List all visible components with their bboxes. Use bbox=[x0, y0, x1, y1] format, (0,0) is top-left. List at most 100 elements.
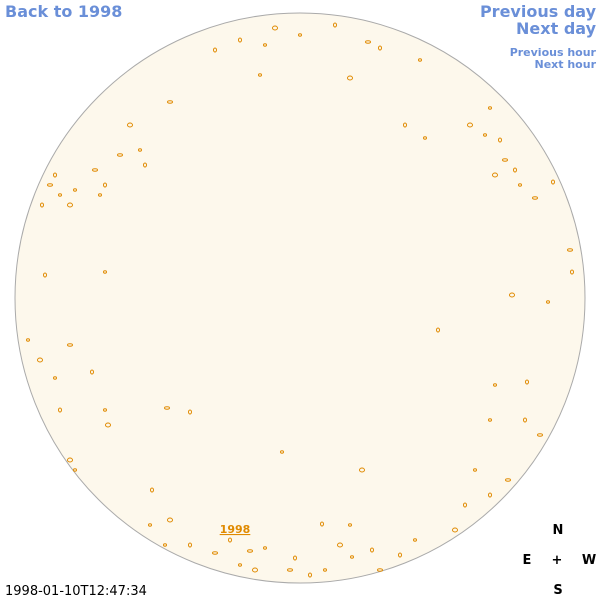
feature bbox=[167, 100, 173, 104]
feature bbox=[247, 549, 253, 553]
feature bbox=[287, 568, 293, 572]
feature bbox=[143, 162, 147, 168]
feature bbox=[505, 478, 511, 482]
feature bbox=[258, 73, 262, 77]
feature bbox=[103, 182, 107, 188]
back-link[interactable]: Back to 1998 bbox=[5, 2, 122, 21]
feature bbox=[73, 188, 77, 192]
feature bbox=[98, 193, 102, 197]
feature bbox=[252, 567, 258, 573]
feature bbox=[473, 468, 477, 472]
feature bbox=[463, 502, 467, 508]
feature bbox=[58, 193, 62, 197]
feature bbox=[127, 122, 133, 128]
features bbox=[26, 22, 574, 578]
feature bbox=[513, 167, 517, 173]
feature bbox=[551, 179, 555, 185]
previous-day-link[interactable]: Previous day bbox=[480, 2, 597, 21]
feature bbox=[570, 269, 574, 275]
feature bbox=[263, 43, 267, 47]
feature bbox=[418, 58, 422, 62]
feature bbox=[26, 338, 30, 342]
feature bbox=[467, 122, 473, 128]
feature bbox=[488, 492, 492, 498]
year-link[interactable]: 1998 bbox=[220, 523, 251, 536]
feature bbox=[188, 409, 192, 415]
next-day-link[interactable]: Next day bbox=[516, 19, 597, 38]
feature bbox=[67, 343, 73, 347]
feature bbox=[350, 555, 354, 559]
feature bbox=[40, 202, 44, 208]
feature bbox=[567, 248, 573, 252]
feature bbox=[272, 25, 278, 31]
feature bbox=[212, 551, 218, 555]
feature bbox=[58, 407, 62, 413]
feature bbox=[103, 408, 107, 412]
feature bbox=[525, 379, 529, 385]
feature bbox=[378, 45, 382, 51]
feature bbox=[138, 148, 142, 152]
feature bbox=[403, 122, 407, 128]
compass-east: E bbox=[523, 553, 532, 568]
feature bbox=[532, 196, 538, 200]
feature bbox=[323, 568, 327, 572]
feature bbox=[53, 376, 57, 380]
feature bbox=[488, 418, 492, 422]
feature bbox=[228, 537, 232, 543]
feature bbox=[43, 272, 47, 278]
feature bbox=[90, 369, 94, 375]
feature bbox=[488, 106, 492, 110]
feature bbox=[452, 527, 458, 533]
compass-center: + bbox=[552, 553, 563, 568]
feature bbox=[47, 183, 53, 187]
feature bbox=[37, 357, 43, 363]
next-hour-link[interactable]: Next hour bbox=[535, 58, 597, 71]
feature bbox=[493, 383, 497, 387]
timestamp: 1998-01-10T12:47:34 bbox=[5, 584, 147, 599]
feature bbox=[238, 37, 242, 43]
feature bbox=[436, 327, 440, 333]
compass-north: N bbox=[553, 523, 564, 538]
feature bbox=[498, 137, 502, 143]
feature bbox=[546, 300, 550, 304]
feature bbox=[67, 202, 73, 208]
feature bbox=[308, 572, 312, 578]
feature bbox=[263, 546, 267, 550]
feature bbox=[150, 487, 154, 493]
feature bbox=[492, 172, 498, 178]
feature bbox=[213, 47, 217, 53]
feature bbox=[523, 417, 527, 423]
feature bbox=[483, 133, 487, 137]
feature bbox=[337, 542, 343, 548]
feature bbox=[502, 158, 508, 162]
compass-south: S bbox=[553, 583, 562, 598]
feature bbox=[293, 555, 297, 561]
feature bbox=[238, 563, 242, 567]
feature bbox=[537, 433, 543, 437]
feature bbox=[117, 153, 123, 157]
feature bbox=[167, 517, 173, 523]
feature bbox=[370, 547, 374, 553]
feature bbox=[398, 552, 402, 558]
feature bbox=[105, 422, 111, 428]
feature bbox=[53, 172, 57, 178]
previous-hour-link[interactable]: Previous hour bbox=[510, 46, 597, 59]
feature bbox=[103, 270, 107, 274]
feature bbox=[423, 136, 427, 140]
feature bbox=[359, 467, 365, 473]
feature bbox=[347, 75, 353, 81]
feature bbox=[518, 183, 522, 187]
feature bbox=[73, 468, 77, 472]
feature bbox=[148, 523, 152, 527]
feature bbox=[348, 523, 352, 527]
compass-west: W bbox=[582, 553, 596, 568]
feature bbox=[92, 168, 98, 172]
feature bbox=[320, 521, 324, 527]
feature bbox=[280, 450, 284, 454]
feature bbox=[377, 568, 383, 572]
feature bbox=[298, 33, 302, 37]
feature bbox=[509, 292, 515, 298]
feature bbox=[413, 538, 417, 542]
feature bbox=[164, 406, 170, 410]
